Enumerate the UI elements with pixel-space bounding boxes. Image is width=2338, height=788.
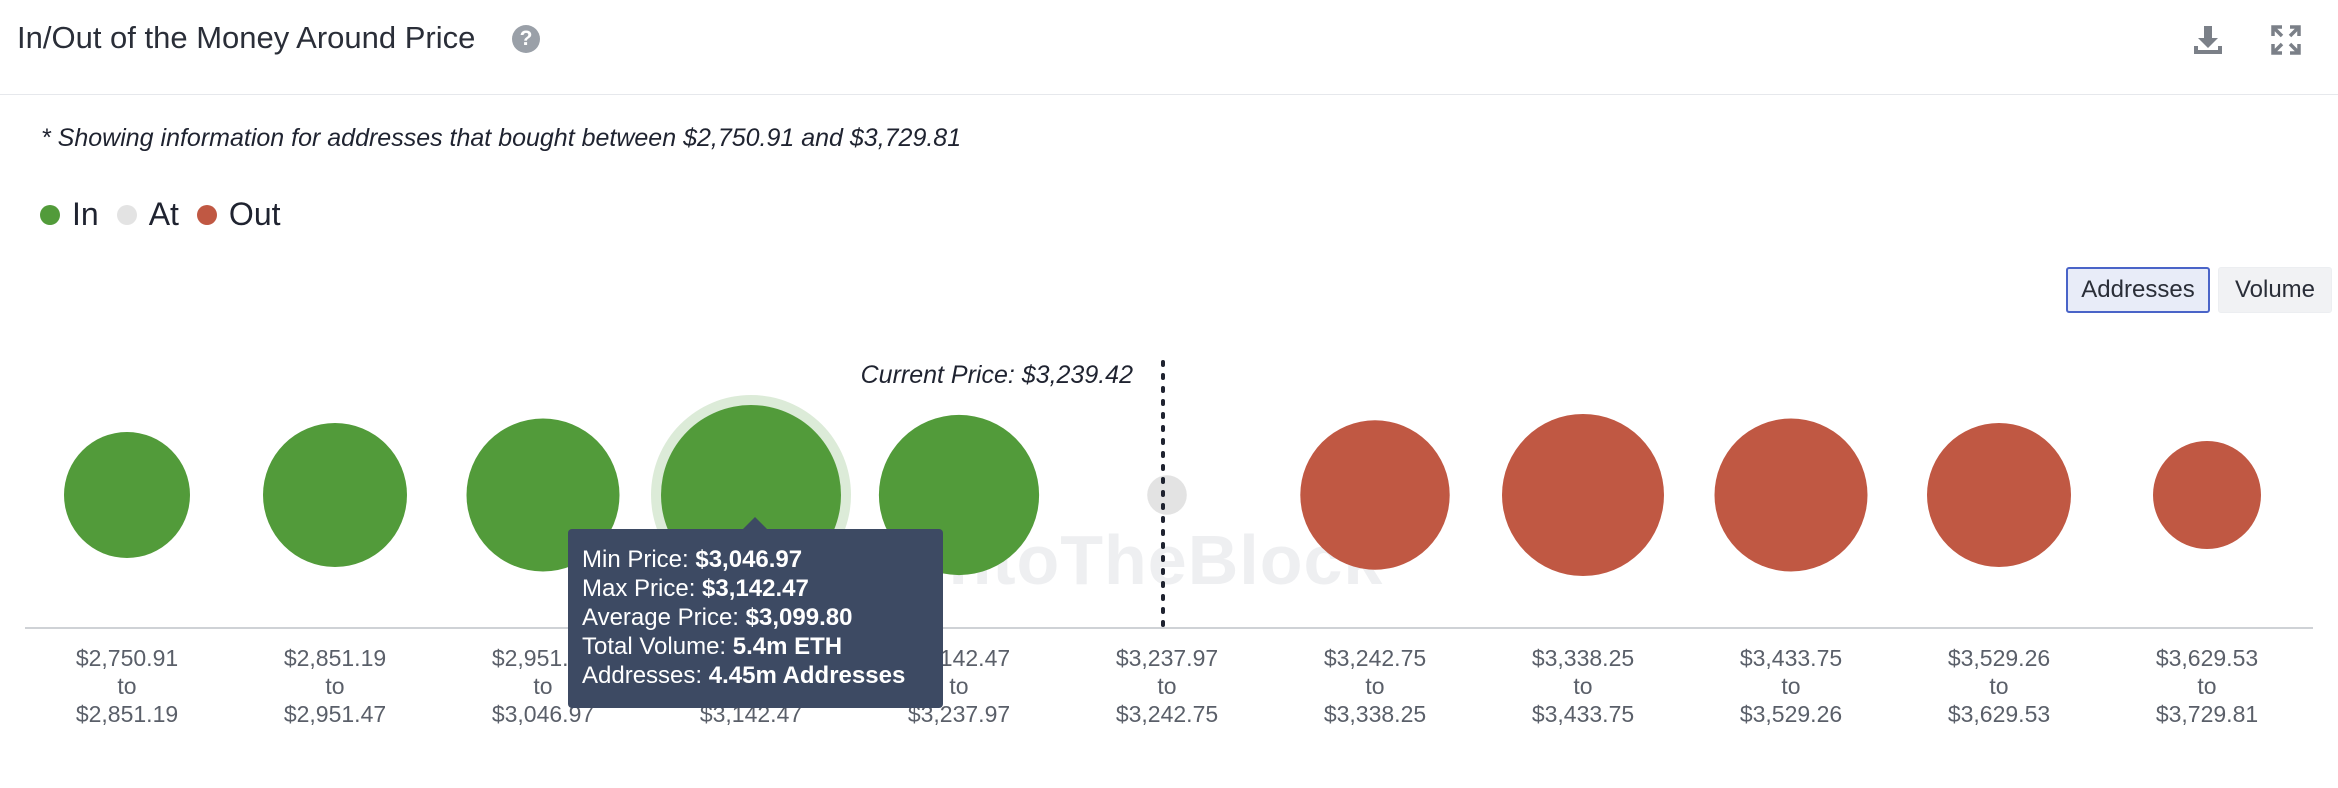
x-tick-label: $3,237.97 bbox=[1116, 645, 1218, 671]
bubble-out[interactable] bbox=[1927, 423, 2071, 567]
chart-header: In/Out of the Money Around Price ? bbox=[0, 0, 2338, 95]
bubble-out[interactable] bbox=[2153, 441, 2261, 549]
x-tick-label: $2,851.19 bbox=[284, 645, 386, 671]
bubble-out[interactable] bbox=[1714, 418, 1868, 572]
legend-dot-out bbox=[196, 204, 217, 225]
x-tick-label: $3,629.53 bbox=[1948, 701, 2050, 727]
x-tick-label: to bbox=[1573, 673, 1592, 699]
x-tick-label: to bbox=[1989, 673, 2008, 699]
chart-title: In/Out of the Money Around Price bbox=[17, 20, 476, 55]
range-note: * Showing information for addresses that… bbox=[41, 124, 962, 152]
addresses-toggle-button[interactable]: Addresses bbox=[2066, 267, 2210, 313]
volume-toggle-button[interactable]: Volume bbox=[2218, 267, 2332, 313]
current-price-label: Current Price: $3,239.42 bbox=[861, 361, 1133, 389]
legend-item-at[interactable]: At bbox=[116, 196, 179, 233]
x-tick-label: $2,851.19 bbox=[76, 701, 178, 727]
x-tick-label: $3,433.75 bbox=[1740, 645, 1842, 671]
tooltip-volume-value: 5.4m ETH bbox=[732, 633, 843, 660]
question-circle-icon[interactable]: ? bbox=[512, 25, 540, 53]
legend-label-out: Out bbox=[228, 196, 281, 232]
download-icon[interactable] bbox=[2190, 22, 2226, 58]
x-tick-label: $3,338.25 bbox=[1324, 701, 1426, 727]
tooltip-max-label: Max Price: bbox=[582, 575, 696, 602]
x-tick-label: to bbox=[1781, 673, 1800, 699]
x-tick-label: $2,951.47 bbox=[284, 701, 386, 727]
x-tick-label: $3,529.26 bbox=[1740, 701, 1842, 727]
tooltip-volume-label: Total Volume: bbox=[582, 633, 727, 660]
tooltip-arrow bbox=[742, 517, 768, 530]
x-tick-label: $3,338.25 bbox=[1532, 645, 1634, 671]
chart-legend: In At Out bbox=[40, 196, 299, 233]
x-tick-label: to bbox=[2197, 673, 2216, 699]
tooltip-avg-value: $3,099.80 bbox=[745, 604, 853, 631]
x-tick-label: to bbox=[1157, 673, 1176, 699]
tooltip-addresses-label: Addresses: bbox=[582, 662, 703, 689]
bubble-at[interactable] bbox=[1147, 475, 1187, 515]
x-tick-label: $3,529.26 bbox=[1948, 645, 2050, 671]
tooltip-volume-row: Total Volume: 5.4m ETH bbox=[582, 632, 943, 661]
legend-item-in[interactable]: In bbox=[40, 196, 99, 233]
x-tick-label: $3,242.75 bbox=[1116, 701, 1218, 727]
bubble-out[interactable] bbox=[1300, 420, 1450, 570]
bubble-out[interactable] bbox=[1502, 414, 1664, 576]
bubble-chart: $2,750.91to$2,851.19$2,851.19to$2,951.47… bbox=[25, 360, 2313, 727]
x-tick-label: to bbox=[949, 673, 968, 699]
tooltip-max-row: Max Price: $3,142.47 bbox=[582, 574, 943, 603]
x-tick-label: to bbox=[325, 673, 344, 699]
legend-dot-at bbox=[116, 204, 137, 225]
bubble-in[interactable] bbox=[263, 423, 407, 567]
tooltip-avg-row: Average Price: $3,099.80 bbox=[582, 603, 943, 632]
x-tick-label: to bbox=[533, 673, 552, 699]
bubble-in[interactable] bbox=[64, 432, 190, 558]
x-tick-label: $2,750.91 bbox=[76, 645, 178, 671]
x-tick-label: $3,629.53 bbox=[2156, 645, 2258, 671]
bubble-tooltip: Min Price: $3,046.97 Max Price: $3,142.4… bbox=[568, 517, 943, 708]
tooltip-max-value: $3,142.47 bbox=[702, 575, 809, 602]
expand-icon[interactable] bbox=[2268, 22, 2304, 58]
x-tick-label: to bbox=[1365, 673, 1384, 699]
x-tick-label: $3,433.75 bbox=[1532, 701, 1634, 727]
tooltip-addresses-row: Addresses: 4.45m Addresses bbox=[582, 661, 943, 690]
legend-item-out[interactable]: Out bbox=[196, 196, 281, 233]
tooltip-avg-label: Average Price: bbox=[582, 604, 739, 631]
x-tick-label: $3,729.81 bbox=[2156, 701, 2258, 727]
x-tick-label: $3,242.75 bbox=[1324, 645, 1426, 671]
tooltip-min-value: $3,046.97 bbox=[695, 546, 803, 573]
tooltip-min-row: Min Price: $3,046.97 bbox=[582, 545, 943, 574]
legend-dot-in bbox=[40, 204, 60, 225]
tooltip-min-label: Min Price: bbox=[582, 546, 689, 573]
tooltip-addresses-value: 4.45m Addresses bbox=[708, 662, 906, 689]
x-tick-label: to bbox=[117, 673, 136, 699]
legend-label-at: At bbox=[148, 196, 179, 232]
legend-label-in: In bbox=[72, 196, 99, 232]
